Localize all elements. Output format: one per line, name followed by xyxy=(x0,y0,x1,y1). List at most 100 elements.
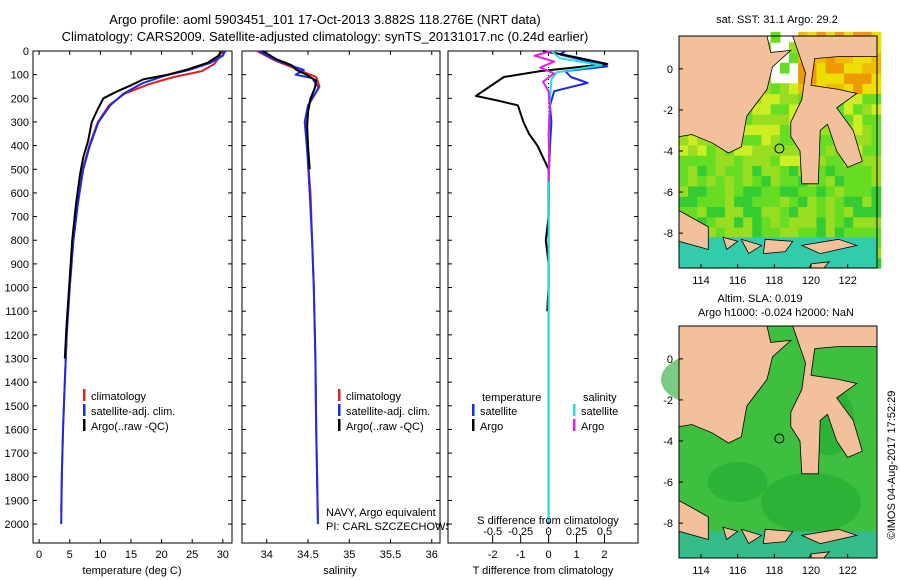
sst-cell xyxy=(770,134,781,146)
map-xtick-label: 114 xyxy=(692,275,710,287)
series-line-s-argo xyxy=(533,50,556,182)
map-xtick-label: 122 xyxy=(838,565,856,577)
argo-location-marker xyxy=(774,433,785,444)
sst-cell xyxy=(743,165,753,177)
sst-cell xyxy=(834,226,845,238)
sst-cell xyxy=(862,196,873,208)
map-ytick-label: -2 xyxy=(663,395,673,407)
sst-cell xyxy=(697,196,708,208)
sst-cell xyxy=(862,155,873,166)
sst-cell xyxy=(715,175,726,187)
sdiff-axis-label: S difference from climatology xyxy=(477,515,619,527)
legend-label: Argo(..raw -QC) xyxy=(91,421,169,433)
sst-cell xyxy=(679,175,689,187)
sst-cell xyxy=(816,144,827,156)
depth-ytick-label: 1100 xyxy=(5,306,29,318)
plot-frame xyxy=(241,50,441,544)
legend-label: satellite xyxy=(581,406,618,418)
depth-ytick-label: 1700 xyxy=(5,448,29,460)
sla-patch xyxy=(707,462,768,503)
sst-cell xyxy=(688,175,698,187)
land-sulawesi xyxy=(790,325,878,475)
sst-cell xyxy=(862,185,873,197)
map-xtick-label: 116 xyxy=(729,275,747,287)
sst-cell xyxy=(743,206,753,218)
sst-cell xyxy=(825,52,836,64)
figure-title-line2: Climatology: CARS2009. Satellite-adjuste… xyxy=(61,29,589,44)
land-island xyxy=(800,528,859,545)
argo-location-marker xyxy=(774,143,785,154)
legend-swatch xyxy=(573,404,576,416)
sdiff-tick-label: 0 xyxy=(546,526,552,538)
sst-cell xyxy=(862,216,873,228)
sst-cell xyxy=(789,196,799,208)
sst-cell xyxy=(834,83,845,95)
map-xtick-label: 120 xyxy=(802,565,820,577)
sst-cell xyxy=(816,196,827,208)
sst-cell xyxy=(871,165,882,177)
sst-cell xyxy=(743,196,753,208)
sst-cell xyxy=(697,206,708,218)
tdiff-xtick-label: 1 xyxy=(573,549,579,561)
sst-cell xyxy=(724,155,735,166)
sst-cell xyxy=(789,83,799,95)
land-island xyxy=(722,526,739,541)
tdiff-xtick-label: -2 xyxy=(488,549,498,561)
sst-cell xyxy=(752,196,763,208)
sst-cell xyxy=(734,175,744,187)
sst-cell xyxy=(844,83,854,95)
sst-cell xyxy=(871,144,882,156)
sdiff-tick-label: 0.25 xyxy=(566,526,587,538)
sst-cell xyxy=(798,185,808,197)
sst-cell xyxy=(697,155,708,166)
plot-frame xyxy=(447,50,639,544)
sst-cell xyxy=(752,134,763,146)
temperature-xtick-label: 15 xyxy=(125,549,137,561)
difference-chart: -2 -1 0 1 2 -0.5 -0.25 0 0.25 0.5S difference fro… xyxy=(447,50,639,577)
sst-cell xyxy=(853,165,863,177)
tdiff-axis-label: T difference from climatology xyxy=(473,565,614,577)
sst-cell xyxy=(743,155,753,166)
sst-cell xyxy=(770,155,781,166)
series-line-argo-raw-qc- xyxy=(262,50,318,170)
sst-cell xyxy=(825,134,836,146)
legend-temperature-title: temperature xyxy=(482,392,541,404)
sst-cell xyxy=(770,196,781,208)
sst-cell xyxy=(706,185,717,197)
legend-label: satellite xyxy=(480,406,517,418)
sst-cell xyxy=(743,185,753,197)
sst-cell xyxy=(743,144,753,156)
sdiff-tick-label: -0.25 xyxy=(508,526,533,538)
map-ytick-label: -6 xyxy=(663,477,673,489)
sst-cell xyxy=(862,52,873,64)
sst-cell xyxy=(752,144,763,156)
sst-cell xyxy=(789,175,799,187)
sst-cell xyxy=(798,72,808,84)
temperature-axis-label: temperature (deg C) xyxy=(82,565,181,577)
sst-cell xyxy=(834,185,845,197)
sst-cell xyxy=(734,196,744,208)
sst-cell xyxy=(715,165,726,177)
sst-cell xyxy=(688,144,698,156)
sst-cell xyxy=(825,185,836,197)
sst-cell xyxy=(862,124,873,136)
sst-cell xyxy=(853,52,863,64)
sst-cell xyxy=(761,134,772,146)
sla-map: 114 116 118 120 122 0 -2 -4 -6 -8 Altim. SLA: 0.01… xyxy=(661,293,878,577)
sst-cell xyxy=(853,134,863,146)
sst-cell xyxy=(798,226,808,238)
sst-cell xyxy=(816,155,827,166)
salinity-chart: 34 34.5 35 35.5 36 climatology satellite-adj. … xyxy=(241,50,463,577)
sst-cell xyxy=(798,196,808,208)
sst-cell xyxy=(871,216,882,228)
sst-cell xyxy=(871,62,882,74)
sst-cell xyxy=(844,226,854,238)
sst-cell xyxy=(789,206,799,218)
sst-cell xyxy=(853,175,863,187)
sst-cell xyxy=(789,42,799,54)
legend-swatch xyxy=(338,389,341,401)
sst-cell xyxy=(715,196,726,208)
land-sulawesi xyxy=(790,35,878,185)
sst-cell xyxy=(853,103,863,115)
